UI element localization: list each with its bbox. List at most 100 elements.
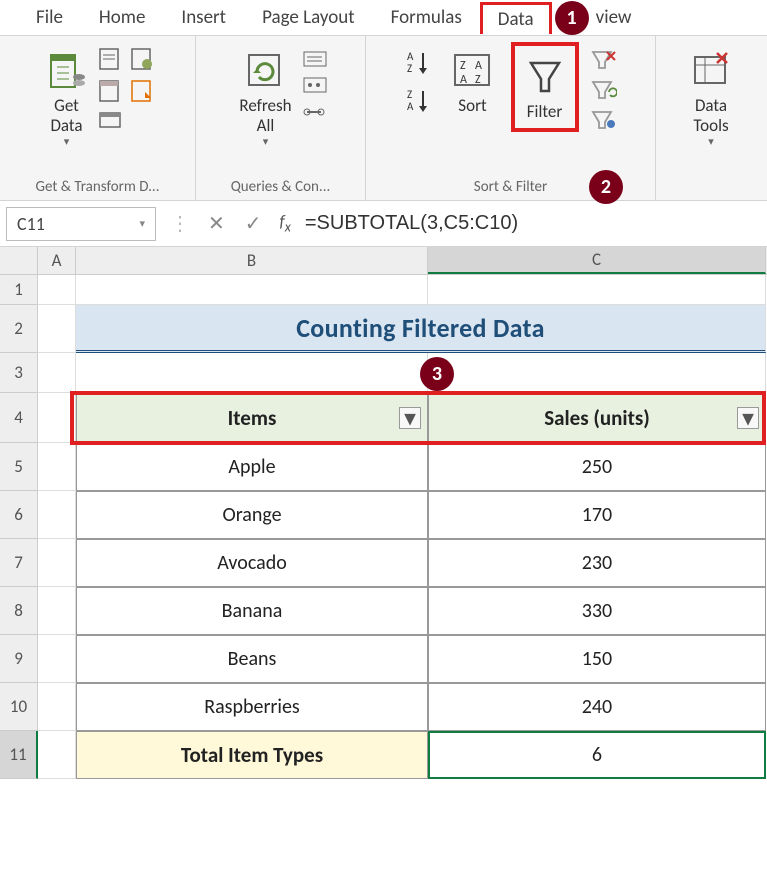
cell-sales[interactable]: 170 bbox=[428, 491, 766, 539]
row-header[interactable]: 3 bbox=[0, 353, 38, 393]
header-items[interactable]: Items ▾ bbox=[76, 393, 428, 443]
queries-small-icons bbox=[302, 42, 328, 122]
reapply-filter-icon[interactable] bbox=[589, 78, 617, 102]
tab-insert[interactable]: Insert bbox=[163, 0, 244, 35]
edit-links-icon[interactable] bbox=[302, 102, 328, 122]
row-8: 8 Banana 330 bbox=[0, 587, 767, 635]
from-text-icon[interactable] bbox=[97, 46, 123, 72]
recent-sources-icon[interactable] bbox=[129, 78, 155, 104]
tab-file[interactable]: File bbox=[18, 0, 81, 35]
cell[interactable] bbox=[38, 635, 76, 683]
filter-highlight: Filter bbox=[511, 42, 579, 132]
cell-item[interactable]: Apple bbox=[76, 443, 428, 491]
data-tools-icon bbox=[689, 46, 733, 96]
properties-icon[interactable] bbox=[302, 76, 328, 96]
select-all-corner[interactable] bbox=[0, 247, 38, 274]
cell[interactable] bbox=[38, 731, 76, 779]
data-tools-button[interactable]: Data Tools ▾ bbox=[683, 42, 739, 152]
cell-item[interactable]: Beans bbox=[76, 635, 428, 683]
row-header[interactable]: 1 bbox=[0, 275, 38, 305]
get-data-button[interactable]: Get Data ▾ bbox=[41, 42, 93, 152]
row-header[interactable]: 8 bbox=[0, 587, 38, 635]
from-table-icon[interactable] bbox=[97, 78, 123, 104]
clear-filter-icon[interactable] bbox=[589, 48, 617, 72]
tab-formulas[interactable]: Formulas bbox=[373, 0, 480, 35]
cell[interactable] bbox=[76, 275, 428, 305]
cell[interactable] bbox=[428, 275, 766, 305]
cell-sales[interactable]: 230 bbox=[428, 539, 766, 587]
filter-dropdown-icon[interactable]: ▾ bbox=[399, 407, 421, 429]
advanced-filter-icon[interactable] bbox=[589, 108, 617, 132]
cell[interactable] bbox=[38, 393, 76, 443]
cell[interactable] bbox=[38, 353, 76, 393]
col-header-c[interactable]: C bbox=[428, 247, 766, 274]
formula-bar: C11 ▾ ⋮ ✕ ✓ fx bbox=[0, 201, 767, 247]
title-cell[interactable]: Counting Filtered Data bbox=[76, 305, 766, 353]
cell[interactable] bbox=[38, 275, 76, 305]
callout-badge-1: 1 bbox=[555, 1, 589, 35]
header-sales[interactable]: Sales (units) ▾ bbox=[428, 393, 766, 443]
row-3: 3 3 bbox=[0, 353, 767, 393]
row-1: 1 bbox=[0, 275, 767, 305]
cell-sales[interactable]: 250 bbox=[428, 443, 766, 491]
ribbon-body: Get Data ▾ Get & Transform D... bbox=[0, 36, 767, 201]
col-header-b[interactable]: B bbox=[76, 247, 428, 274]
sort-az-button[interactable]: AZ bbox=[405, 48, 435, 76]
cell-sales[interactable]: 330 bbox=[428, 587, 766, 635]
worksheet: A B C 1 2 Counting Filtered Data 3 3 4 I… bbox=[0, 247, 767, 779]
row-header[interactable]: 2 bbox=[0, 305, 38, 353]
sort-az-buttons: AZ ZA bbox=[405, 42, 435, 114]
column-headers: A B C bbox=[0, 247, 767, 275]
cell[interactable] bbox=[38, 491, 76, 539]
cell[interactable] bbox=[38, 443, 76, 491]
cell[interactable] bbox=[38, 587, 76, 635]
callout-badge-2: 2 bbox=[589, 170, 623, 204]
cell-sales[interactable]: 150 bbox=[428, 635, 766, 683]
row-7: 7 Avocado 230 bbox=[0, 539, 767, 587]
row-header[interactable]: 7 bbox=[0, 539, 38, 587]
name-box[interactable]: C11 ▾ bbox=[6, 207, 156, 241]
cell[interactable] bbox=[38, 683, 76, 731]
group-label bbox=[664, 176, 758, 198]
tab-home[interactable]: Home bbox=[81, 0, 164, 35]
fx-icon[interactable]: fx bbox=[272, 211, 299, 235]
col-header-a[interactable]: A bbox=[38, 247, 76, 274]
total-label-cell[interactable]: Total Item Types bbox=[76, 731, 428, 779]
row-header[interactable]: 6 bbox=[0, 491, 38, 539]
callout-badge-3: 3 bbox=[420, 357, 454, 391]
sort-za-button[interactable]: ZA bbox=[405, 86, 435, 114]
row-header[interactable]: 4 bbox=[0, 393, 38, 443]
cell[interactable] bbox=[428, 353, 766, 393]
cell[interactable] bbox=[76, 353, 428, 393]
row-4: 4 Items ▾ Sales (units) ▾ bbox=[0, 393, 767, 443]
cell-sales[interactable]: 240 bbox=[428, 683, 766, 731]
filter-dropdown-icon[interactable]: ▾ bbox=[737, 407, 759, 429]
cell-item[interactable]: Avocado bbox=[76, 539, 428, 587]
total-value-cell[interactable]: 6 bbox=[428, 731, 766, 779]
existing-conn-icon[interactable] bbox=[97, 110, 123, 136]
row-header[interactable]: 5 bbox=[0, 443, 38, 491]
cell[interactable] bbox=[38, 539, 76, 587]
cell[interactable] bbox=[38, 305, 76, 353]
tab-data[interactable]: Data 1 bbox=[480, 2, 552, 34]
refresh-all-button[interactable]: Refresh All ▾ bbox=[233, 42, 297, 152]
sort-icon: ZAAZ bbox=[451, 46, 495, 96]
row-header[interactable]: 10 bbox=[0, 683, 38, 731]
cancel-icon[interactable]: ✕ bbox=[198, 211, 235, 236]
cell-item[interactable]: Banana bbox=[76, 587, 428, 635]
row-header[interactable]: 9 bbox=[0, 635, 38, 683]
queries-icon[interactable] bbox=[302, 50, 328, 70]
row-header[interactable]: 11 bbox=[0, 731, 38, 779]
svg-text:A: A bbox=[460, 73, 467, 87]
filter-button[interactable]: Filter bbox=[517, 48, 573, 126]
formula-input[interactable] bbox=[299, 212, 767, 235]
confirm-icon[interactable]: ✓ bbox=[235, 211, 272, 236]
from-web-icon[interactable] bbox=[129, 46, 155, 72]
cell-item[interactable]: Raspberries bbox=[76, 683, 428, 731]
sort-button[interactable]: ZAAZ Sort bbox=[445, 42, 501, 120]
cell-item[interactable]: Orange bbox=[76, 491, 428, 539]
tab-page-layout[interactable]: Page Layout bbox=[244, 0, 373, 35]
row-6: 6 Orange 170 bbox=[0, 491, 767, 539]
chevron-down-icon: ▾ bbox=[64, 135, 70, 148]
database-icon bbox=[47, 46, 87, 96]
